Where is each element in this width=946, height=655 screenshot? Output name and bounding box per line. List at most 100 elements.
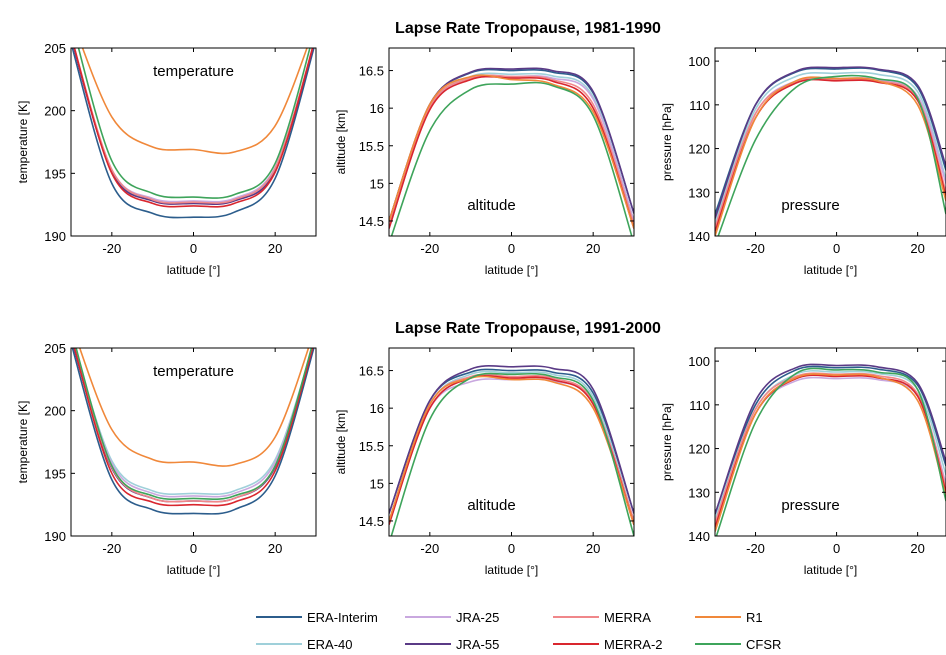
y-tick-label: 195 [44,166,66,181]
x-tick-label: 20 [586,541,600,556]
y-tick-label: 200 [44,404,66,419]
x-tick-label: -20 [746,541,765,556]
series-line-merra-2 [389,75,634,229]
x-axis-label: latitude [°] [804,263,858,277]
series-line-era-interim [715,365,946,515]
legend-label: JRA-25 [456,610,499,625]
x-axis-label: latitude [°] [804,563,858,577]
y-tick-label: 120 [688,142,710,157]
y-axis-label: pressure [hPa] [660,403,674,481]
y-axis-label: temperature [K] [16,401,30,484]
y-tick-label: 195 [44,466,66,481]
y-tick-label: 130 [688,185,710,200]
panel-1981-1990-temperature: -20 0 20 190 195 200 205 latitude [°] temperatur… [16,41,317,277]
series-line-cfsr [390,81,633,236]
y-tick-label: 190 [44,229,66,244]
x-tick-label: 0 [190,241,197,256]
legend: ERA-Interim JRA-25 MERRA R1 ERA-40 JRA-55 MERR… [256,610,781,652]
series-line-era-40 [715,71,946,224]
x-tick-label: 20 [910,541,924,556]
panel-1981-1990-pressure: -20 0 20 100 110 120 130 140 latitude [°] pressur… [660,47,946,277]
series-line-era-interim [389,368,634,514]
x-tick-label: -20 [102,541,121,556]
y-tick-label: 15.5 [359,439,384,454]
y-axis-label: temperature [K] [16,101,30,184]
y-tick-label: 15.5 [359,139,384,154]
series-line-jra-55 [715,363,946,515]
series-line-merra [73,48,314,204]
series-line-jra-55 [389,365,634,514]
x-axis-label: latitude [°] [485,563,539,577]
legend-label: ERA-40 [307,637,353,652]
y-tick-label: 15 [370,476,384,491]
legend-item-era-interim: ERA-Interim [256,610,378,625]
panel-1991-2000-altitude: -20 0 20 14.5 15 15.5 16 16.5 latitude [°] altitu… [334,347,635,577]
y-tick-label: 16.5 [359,64,384,79]
legend-item-jra-55: JRA-55 [405,637,499,652]
y-tick-label: 100 [688,54,710,69]
legend-label: MERRA-2 [604,637,663,652]
panel-1991-2000-pressure: -20 0 20 100 110 120 130 140 latitude [°] pressur… [660,347,946,577]
y-axis-label: altitude [km] [334,410,348,475]
y-tick-label: 16 [370,101,384,116]
series-line-r1 [78,348,310,467]
plot-frame [714,347,946,537]
y-tick-label: 140 [688,229,710,244]
series-line-r1 [389,74,634,229]
panel-variable-label: temperature [153,63,234,80]
series-lines [71,48,315,219]
x-axis-label: latitude [°] [167,263,221,277]
panel-variable-label: altitude [467,497,515,514]
y-tick-label: 16.5 [359,364,384,379]
series-lines [715,66,946,236]
legend-label: R1 [746,610,763,625]
y-tick-label: 14.5 [359,514,384,529]
section-title-1981-1990: Lapse Rate Tropopause, 1981-1990 [395,20,661,37]
x-tick-label: 20 [268,241,282,256]
series-line-cfsr [75,348,313,500]
x-tick-label: -20 [420,541,439,556]
y-tick-label: 120 [688,442,710,457]
y-tick-label: 14.5 [359,214,384,229]
series-line-era-interim [71,48,315,219]
x-tick-label: -20 [102,241,121,256]
x-tick-label: 0 [833,241,840,256]
legend-label: ERA-Interim [307,610,378,625]
x-tick-label: 20 [910,241,924,256]
series-line-era-40 [73,48,314,205]
panel-variable-label: temperature [153,363,234,380]
y-tick-label: 100 [688,354,710,369]
y-tick-label: 140 [688,529,710,544]
panel-variable-label: altitude [467,197,515,214]
legend-label: MERRA [604,610,651,625]
series-lines [389,67,634,236]
y-axis-label: altitude [km] [334,110,348,175]
x-tick-label: -20 [746,241,765,256]
series-line-merra [389,74,634,225]
series-lines [715,363,946,536]
plot-frame [714,47,946,237]
legend-item-era-40: ERA-40 [256,637,353,652]
y-tick-label: 205 [44,41,66,56]
panel-1981-1990-altitude: -20 0 20 14.5 15 15.5 16 16.5 latitude [°] altitu… [334,47,635,277]
series-line-r1 [389,375,634,525]
x-tick-label: 20 [268,541,282,556]
x-tick-label: 0 [190,541,197,556]
y-tick-label: 110 [689,98,710,113]
x-axis-label: latitude [°] [167,563,221,577]
legend-label: CFSR [746,637,781,652]
panel-variable-label: pressure [781,197,839,214]
x-tick-label: 0 [508,241,515,256]
series-line-jra-25 [73,348,314,498]
x-tick-label: 0 [833,541,840,556]
x-axis-label: latitude [°] [485,263,539,277]
legend-label: JRA-55 [456,637,499,652]
y-tick-label: 15 [370,176,384,191]
series-line-merra [73,348,314,503]
section-title-1991-2000: Lapse Rate Tropopause, 1991-2000 [395,320,661,337]
legend-item-merra: MERRA [553,610,651,625]
y-tick-label: 190 [44,529,66,544]
y-tick-label: 16 [370,401,384,416]
y-tick-label: 110 [689,398,710,413]
